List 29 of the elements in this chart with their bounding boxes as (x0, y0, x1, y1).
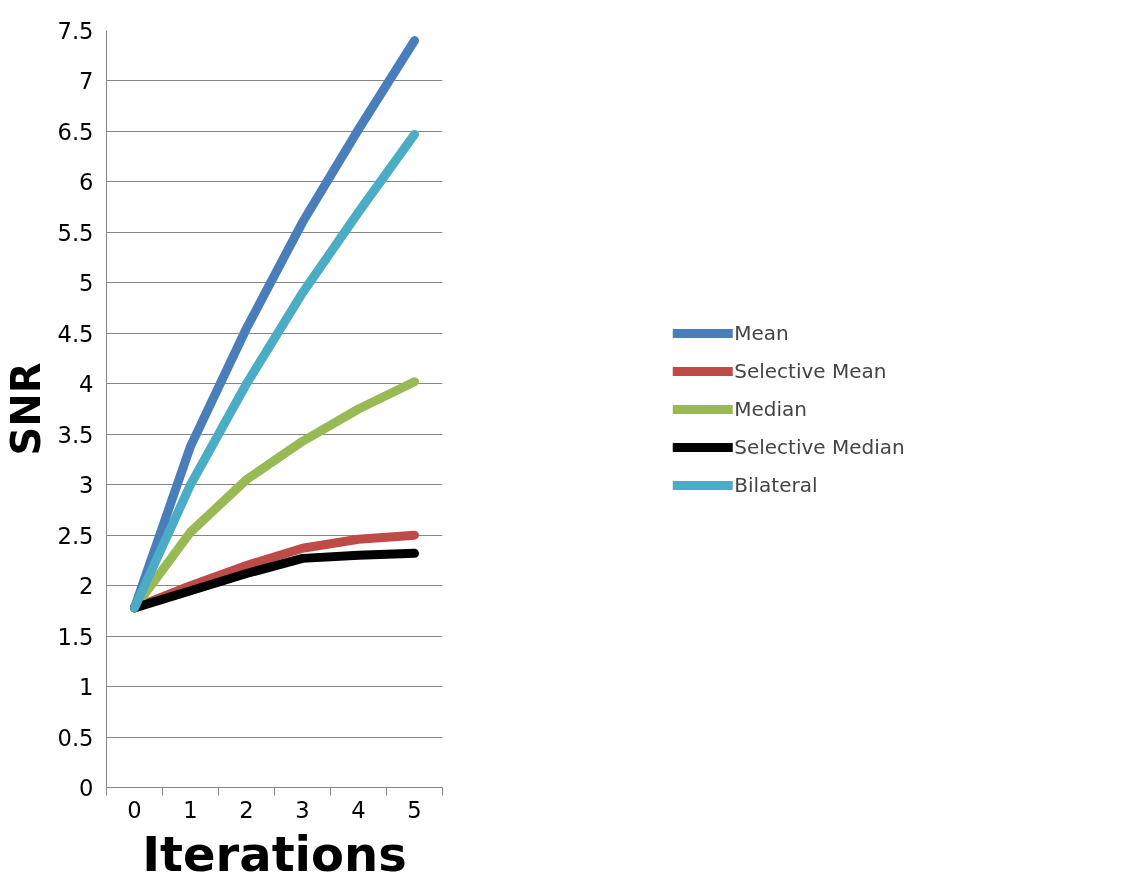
x-tick-label: 0 (127, 796, 142, 823)
y-tick-label: 3.5 (57, 421, 94, 448)
y-tick-label: 4.5 (57, 320, 94, 347)
x-tick-label: 2 (239, 796, 254, 823)
y-tick-label: 4 (79, 371, 94, 398)
y-tick-label: 7 (79, 68, 94, 95)
y-tick-label: 1.5 (57, 623, 94, 650)
x-tick-label: 1 (183, 796, 198, 823)
y-tick-label: 5.5 (57, 219, 94, 246)
x-tick-label: 3 (295, 796, 310, 823)
y-axis-title: SNR (3, 362, 50, 456)
legend-label: Selective Mean (734, 358, 887, 383)
y-tick-label: 6.5 (57, 118, 94, 145)
y-tick-label: 7.5 (57, 18, 94, 44)
legend-label: Mean (734, 320, 789, 345)
x-axis-title: Iterations (142, 825, 407, 882)
x-tick-label: 4 (351, 796, 366, 823)
legend-label: Selective Median (734, 434, 905, 459)
legend-label: Median (734, 396, 807, 421)
x-tick-label: 5 (407, 796, 422, 823)
y-tick-label: 2.5 (57, 522, 94, 549)
y-tick-label: 1 (79, 674, 94, 701)
y-tick-label: 5 (79, 270, 94, 297)
y-tick-label: 0 (79, 775, 94, 801)
y-tick-label: 3 (79, 472, 94, 499)
y-tick-label: 0.5 (57, 724, 94, 751)
legend-label: Bilateral (734, 472, 818, 497)
y-tick-label: 2 (79, 573, 94, 600)
y-tick-label: 6 (79, 169, 94, 196)
